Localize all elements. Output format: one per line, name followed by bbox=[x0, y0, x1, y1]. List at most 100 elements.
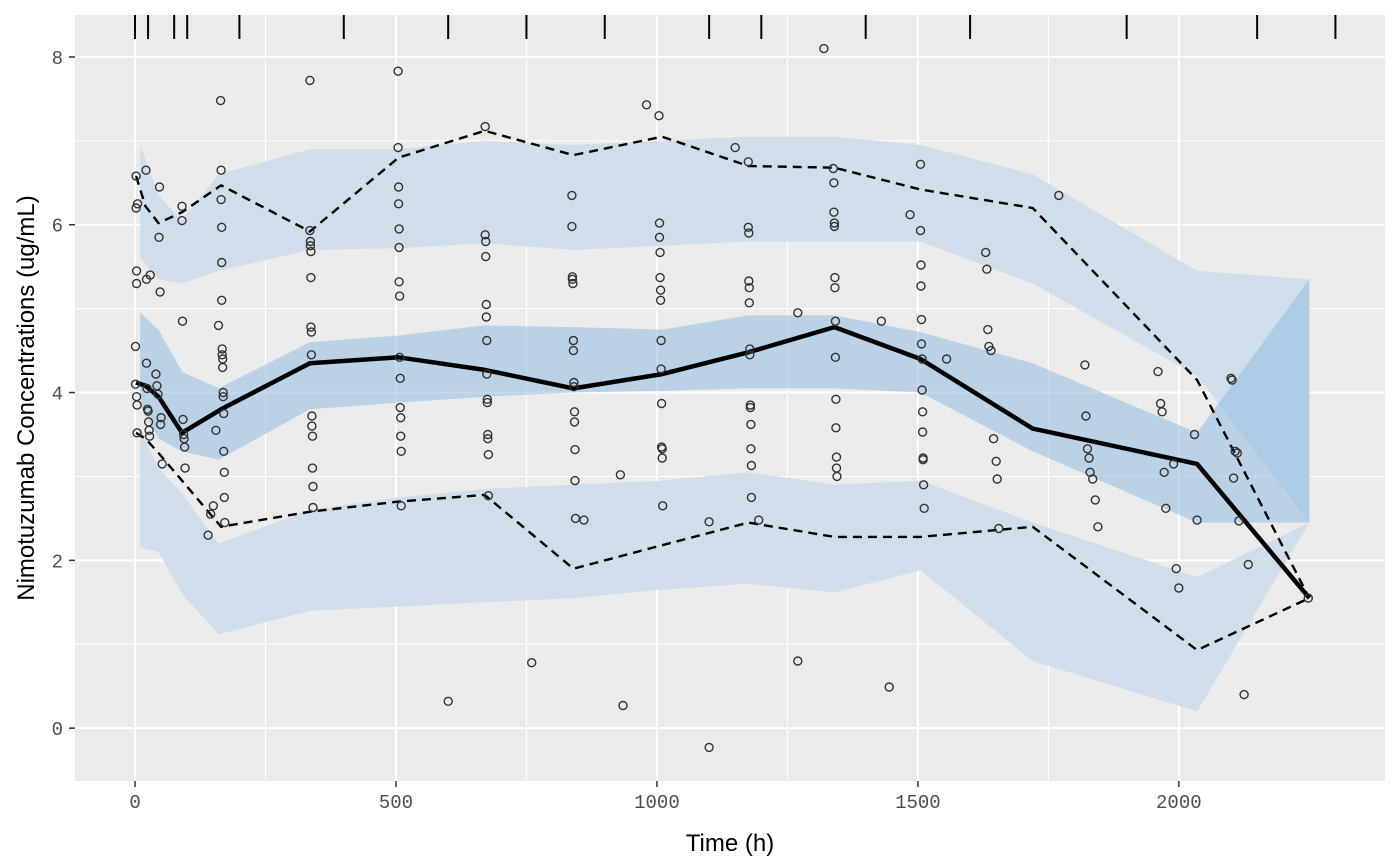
data-point bbox=[307, 421, 317, 431]
data-point bbox=[144, 431, 155, 441]
lower-percentile-band bbox=[140, 430, 1310, 712]
data-point bbox=[1239, 689, 1249, 700]
data-point bbox=[153, 389, 163, 399]
median-line bbox=[135, 324, 1312, 600]
data-point bbox=[569, 417, 580, 427]
data-point bbox=[155, 419, 166, 430]
data-point bbox=[569, 377, 579, 388]
data-point bbox=[483, 434, 493, 444]
data-point bbox=[218, 408, 229, 419]
data-point bbox=[393, 66, 403, 76]
data-point bbox=[1189, 429, 1200, 440]
data-point bbox=[305, 240, 316, 251]
data-point bbox=[830, 316, 841, 326]
data-point bbox=[179, 442, 190, 452]
data-point bbox=[1084, 453, 1094, 463]
data-point bbox=[567, 272, 578, 282]
data-point bbox=[130, 379, 141, 389]
data-point bbox=[130, 341, 141, 352]
data-point bbox=[569, 407, 580, 417]
data-point bbox=[205, 509, 216, 519]
data-point bbox=[831, 423, 841, 433]
x-tick-label: 0 bbox=[129, 792, 140, 814]
data-point bbox=[177, 316, 188, 326]
data-point bbox=[916, 314, 927, 325]
data-point bbox=[141, 165, 151, 175]
data-point bbox=[876, 316, 887, 326]
data-point bbox=[918, 480, 929, 490]
data-point bbox=[305, 75, 315, 86]
data-point bbox=[654, 218, 665, 228]
data-point bbox=[991, 456, 1001, 466]
data-point bbox=[132, 199, 143, 209]
data-point bbox=[743, 157, 753, 167]
data-point bbox=[1192, 515, 1202, 525]
x-tick-label: 500 bbox=[379, 792, 413, 814]
upper-percentile-band bbox=[140, 136, 1310, 523]
data-point bbox=[1232, 448, 1243, 458]
data-point bbox=[754, 515, 764, 525]
data-point bbox=[216, 165, 226, 175]
data-point bbox=[793, 308, 803, 318]
data-point bbox=[481, 299, 491, 310]
data-point bbox=[918, 455, 928, 465]
data-point bbox=[396, 446, 406, 456]
data-point bbox=[916, 281, 926, 291]
data-point bbox=[480, 121, 490, 132]
x-tick-label: 1500 bbox=[895, 792, 941, 814]
data-point bbox=[567, 274, 578, 284]
data-point bbox=[155, 287, 165, 297]
data-point bbox=[1230, 446, 1240, 456]
data-point bbox=[395, 402, 405, 413]
data-point bbox=[394, 242, 404, 253]
data-point bbox=[919, 503, 929, 513]
observed-points bbox=[130, 43, 1314, 753]
data-point bbox=[1161, 503, 1171, 513]
x-axis-ticks: 0 500 1000 1500 2000 bbox=[129, 781, 1202, 814]
data-point bbox=[305, 236, 316, 247]
data-point bbox=[832, 471, 842, 482]
data-point bbox=[730, 142, 740, 153]
data-point bbox=[743, 222, 753, 233]
data-point bbox=[884, 682, 894, 692]
data-point bbox=[1228, 473, 1239, 483]
data-point bbox=[482, 394, 492, 404]
data-point bbox=[981, 247, 991, 258]
data-point bbox=[746, 419, 756, 430]
data-point bbox=[395, 373, 405, 383]
data-point bbox=[745, 350, 755, 360]
data-point bbox=[992, 474, 1002, 484]
data-point bbox=[306, 272, 316, 283]
data-point bbox=[219, 467, 230, 477]
data-point bbox=[218, 446, 229, 456]
data-point bbox=[306, 350, 317, 360]
data-point bbox=[211, 425, 221, 435]
data-point bbox=[307, 463, 318, 473]
data-point bbox=[916, 260, 926, 270]
data-point bbox=[132, 400, 142, 410]
data-point bbox=[306, 322, 316, 332]
data-point bbox=[569, 382, 579, 392]
data-point bbox=[829, 218, 840, 228]
data-point bbox=[655, 247, 665, 258]
data-point bbox=[744, 276, 754, 286]
data-point bbox=[570, 475, 580, 486]
percentile-line bbox=[135, 431, 1310, 652]
data-point bbox=[654, 232, 665, 243]
data-point bbox=[443, 696, 453, 706]
data-point bbox=[656, 398, 667, 409]
data-point bbox=[986, 345, 996, 356]
data-point bbox=[830, 352, 841, 362]
data-point bbox=[219, 492, 230, 503]
prediction-bands bbox=[140, 136, 1310, 712]
data-point bbox=[745, 344, 755, 354]
data-point bbox=[216, 194, 226, 205]
data-point bbox=[394, 224, 404, 234]
data-point bbox=[568, 335, 579, 346]
data-point bbox=[141, 358, 152, 368]
y-tick-label: 4 bbox=[52, 384, 63, 406]
data-point bbox=[483, 449, 494, 460]
data-point bbox=[744, 283, 754, 293]
data-point bbox=[1226, 373, 1236, 383]
